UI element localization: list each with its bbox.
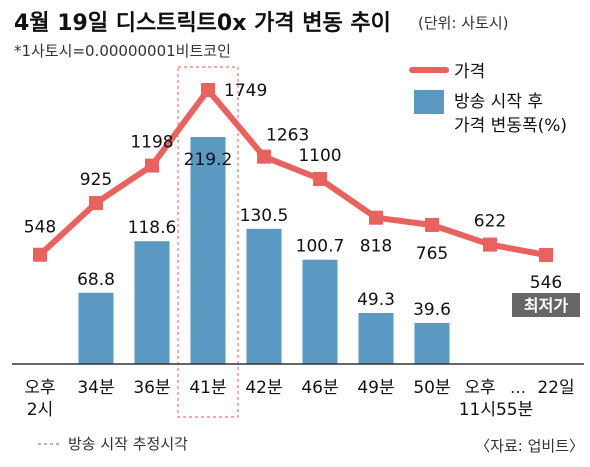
- price-label-8: 622: [474, 212, 506, 232]
- bar-label-2: 118.6: [128, 218, 177, 238]
- price-marker-6: [369, 210, 383, 225]
- x-axis-ellipsis: …: [510, 378, 526, 397]
- price-label-7: 765: [416, 244, 448, 264]
- legend-bar-label: 방송 시작 후 가격 변동폭(%): [454, 92, 567, 136]
- price-label-2: 1198: [130, 133, 173, 153]
- min-price-badge: [512, 293, 580, 317]
- price-marker-1: [89, 196, 103, 211]
- bar-label-5: 100.7: [296, 237, 345, 257]
- x-tick-label-2: 36분: [133, 378, 170, 398]
- highlight-note: 방송 시작 추정시각: [68, 435, 188, 453]
- bar-2: [134, 241, 170, 364]
- bar-label-7: 39.6: [413, 300, 451, 320]
- bar-label-4: 130.5: [240, 206, 289, 226]
- bar-label-1: 68.8: [77, 270, 115, 290]
- bar-label-3: 219.2: [184, 150, 233, 170]
- sub-note: *1사토시=0.00000001비트코인: [14, 42, 231, 60]
- bar-3: [190, 137, 226, 364]
- price-label-0: 548: [24, 218, 56, 238]
- bar-4: [246, 228, 282, 364]
- price-marker-5: [313, 172, 327, 187]
- x-tick-label-5: 46분: [301, 378, 338, 398]
- bar-5: [302, 259, 338, 364]
- price-marker-9: [539, 248, 553, 262]
- price-label-3: 1749: [224, 81, 267, 101]
- price-marker-7: [425, 217, 439, 232]
- source-note: 〈자료: 업비트〉: [475, 437, 584, 455]
- price-marker-0: [33, 247, 47, 262]
- price-label-9: 546: [530, 273, 562, 293]
- price-line: [37, 87, 547, 258]
- x-tick-label-1: 34분: [77, 378, 114, 398]
- bar-label-6: 49.3: [357, 290, 395, 310]
- price-label-4: 1263: [266, 126, 309, 146]
- price-marker-4: [257, 149, 271, 164]
- bar-1: [78, 292, 114, 364]
- highlight-box: [177, 66, 239, 418]
- price-label-1: 925: [80, 170, 112, 190]
- bar-7: [414, 322, 450, 364]
- price-label-6: 818: [360, 237, 392, 257]
- price-label-5: 1100: [298, 146, 341, 166]
- x-tick-label-0: 오후 2시: [24, 378, 55, 420]
- price-marker-8: [483, 237, 497, 252]
- x-tick-label-4: 42분: [245, 378, 282, 398]
- x-tick-label-9: 22일: [537, 378, 574, 398]
- bar-6: [358, 312, 394, 364]
- x-tick-label-7: 50분: [413, 378, 450, 398]
- x-tick-label-3: 41분: [189, 378, 226, 398]
- price-marker-2: [145, 158, 159, 173]
- x-tick-label-8: 오후 11시55분: [459, 378, 534, 420]
- price-marker-3: [201, 83, 215, 97]
- chart-title: 4월 19일 디스트릭트0x 가격 변동 추이: [14, 11, 391, 36]
- legend-bar-swatch: [414, 90, 444, 114]
- legend: 가격 방송 시작 후 가격 변동폭(%): [409, 62, 567, 136]
- unit-note: (단위: 사토시): [418, 14, 509, 32]
- min-price-label: 최저가: [524, 296, 568, 315]
- x-tick-label-6: 49분: [357, 378, 394, 398]
- legend-price-label: 가격: [454, 62, 485, 82]
